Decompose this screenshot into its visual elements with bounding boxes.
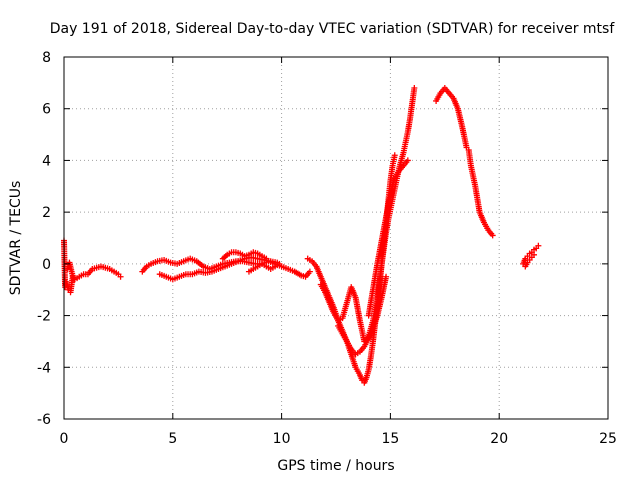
x-tick-label: 0 [60, 431, 69, 447]
tick-labels: 0 5 10 15 20 25 -6 -4 -2 0 2 4 6 8 [37, 50, 617, 447]
chart-title: Day 191 of 2018, Sidereal Day-to-day VTE… [50, 21, 616, 37]
data-point [383, 273, 390, 280]
data-point [411, 85, 418, 92]
data-point [391, 152, 398, 159]
sat-track-e [219, 249, 270, 262]
plot-frame [63, 56, 609, 420]
x-tick-label: 5 [168, 431, 177, 447]
y-tick-label: -6 [37, 412, 51, 428]
sat-track-i [335, 273, 390, 358]
sat-track-f [245, 260, 283, 275]
y-tick-label: 8 [42, 50, 51, 66]
x-tick-label: 20 [490, 431, 508, 447]
sat-track-d [156, 254, 281, 283]
y-tick-label: 4 [42, 153, 51, 169]
data-point [404, 157, 411, 164]
x-tick-label: 15 [381, 431, 399, 447]
data-point [276, 260, 283, 267]
tick-marks [63, 56, 609, 420]
y-tick-label: -2 [37, 309, 51, 325]
sat-track-b [64, 259, 77, 283]
data-point [117, 273, 124, 280]
y-tick-label: 6 [42, 102, 51, 118]
x-axis-label: GPS time / hours [277, 458, 394, 474]
data-point [531, 251, 538, 258]
x-tick-label: 10 [273, 431, 291, 447]
sat-track-l [520, 242, 542, 267]
data-point [263, 255, 270, 262]
y-tick-label: 2 [42, 205, 51, 221]
sat-track-k [433, 85, 496, 239]
data-point [535, 242, 542, 249]
sat-track-j [365, 157, 411, 319]
data-points [61, 85, 542, 386]
y-tick-label: -4 [37, 360, 51, 376]
y-axis-label: SDTVAR / TECUs [8, 181, 24, 296]
data-point [70, 276, 77, 283]
data-point [306, 268, 313, 275]
data-point [489, 232, 496, 239]
y-tick-label: 0 [42, 257, 51, 273]
x-tick-label: 25 [599, 431, 617, 447]
sat-track-m [522, 251, 538, 270]
